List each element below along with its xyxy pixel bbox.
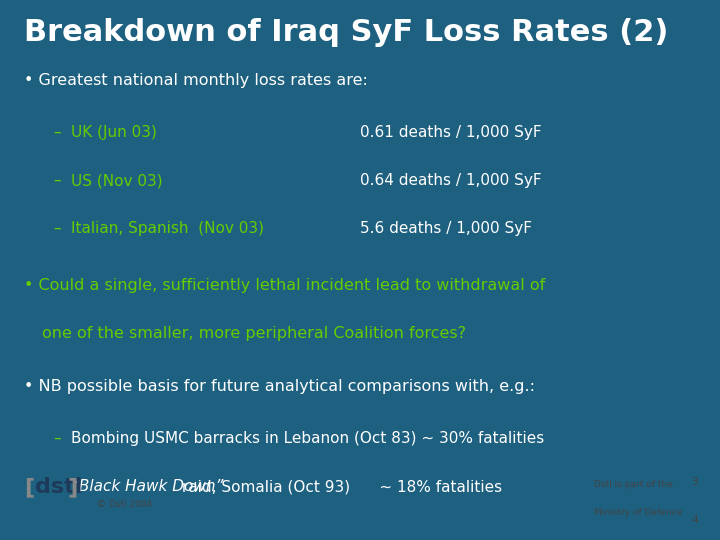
Text: © Dstl 2004: © Dstl 2004	[97, 500, 153, 509]
Text: –: –	[54, 221, 66, 237]
Text: US (Nov 03): US (Nov 03)	[71, 173, 162, 188]
Text: Ministry of Defence: Ministry of Defence	[594, 508, 683, 517]
Text: 0.61 deaths / 1,000 SyF: 0.61 deaths / 1,000 SyF	[360, 125, 541, 140]
Text: –: –	[54, 431, 66, 446]
Text: • NB possible basis for future analytical comparisons with, e.g.:: • NB possible basis for future analytica…	[24, 379, 535, 394]
Text: Bombing USMC barracks in Lebanon (Oct 83) ~ 30% fatalities: Bombing USMC barracks in Lebanon (Oct 83…	[71, 431, 544, 446]
Text: 3: 3	[691, 477, 698, 487]
Text: –: –	[54, 125, 66, 140]
Text: [: [	[24, 477, 34, 497]
Text: 4: 4	[691, 515, 698, 525]
Text: Italian, Spanish  (Nov 03): Italian, Spanish (Nov 03)	[71, 221, 264, 237]
Text: • Could a single, sufficiently lethal incident lead to withdrawal of: • Could a single, sufficiently lethal in…	[24, 278, 545, 293]
Text: –: –	[54, 173, 66, 188]
Text: ]: ]	[67, 477, 77, 497]
Text: 5.6 deaths / 1,000 SyF: 5.6 deaths / 1,000 SyF	[360, 221, 532, 237]
Text: Dstl is part of the: Dstl is part of the	[594, 480, 673, 489]
Text: Breakdown of Iraq SyF Loss Rates (2): Breakdown of Iraq SyF Loss Rates (2)	[24, 18, 668, 48]
Text: raid, Somalia (Oct 93)      ~ 18% fatalities: raid, Somalia (Oct 93) ~ 18% fatalities	[177, 479, 503, 494]
Text: one of the smaller, more peripheral Coalition forces?: one of the smaller, more peripheral Coal…	[42, 326, 466, 341]
Text: “Black Hawk Down”: “Black Hawk Down”	[71, 479, 223, 494]
Text: • Greatest national monthly loss rates are:: • Greatest national monthly loss rates a…	[24, 73, 368, 88]
Text: 0.64 deaths / 1,000 SyF: 0.64 deaths / 1,000 SyF	[360, 173, 541, 188]
Text: UK (Jun 03): UK (Jun 03)	[71, 125, 156, 140]
Text: dstl: dstl	[35, 477, 82, 497]
Text: –: –	[54, 479, 66, 494]
